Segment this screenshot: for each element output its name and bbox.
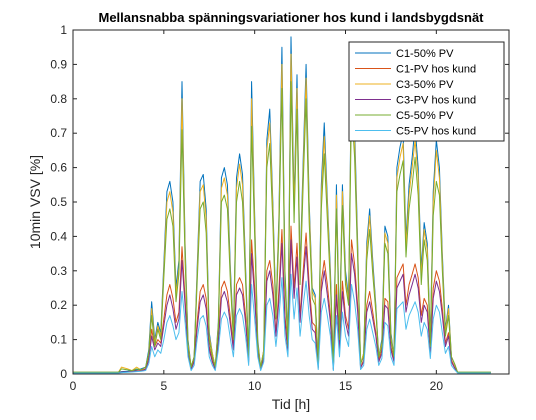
- y-tick-label: 0.5: [50, 195, 67, 209]
- series-layer: [73, 36, 491, 374]
- series-line-4: [73, 239, 491, 374]
- x-tick-label: 5: [160, 379, 167, 393]
- y-tick-label: 0.4: [50, 229, 67, 243]
- legend-label-1: C1-50% PV: [396, 48, 454, 60]
- chart-title: Mellansnabba spänningsvariationer hos ku…: [98, 10, 484, 25]
- y-tick-label: 0.6: [50, 161, 67, 175]
- legend-label-3: C3-50% PV: [396, 79, 454, 91]
- legend-label-5: C5-50% PV: [396, 110, 454, 122]
- x-tick-label: 10: [248, 379, 262, 393]
- x-tick-label: 20: [430, 379, 444, 393]
- legend-box: [348, 41, 505, 142]
- legend: C1-50% PV C1-PV hos kund C3-50% PV C3-PV ho…: [348, 41, 505, 142]
- y-tick-label: 1: [60, 23, 67, 37]
- y-tick-label: 0.2: [50, 298, 67, 312]
- series-line-5: [73, 81, 491, 373]
- y-tick-label: 0.9: [50, 57, 67, 71]
- legend-label-4: C3-PV hos kund: [396, 95, 476, 107]
- tick-layer: 0 5 10 15 20 0 0.1 0.2 0.3 0.4 0.5 0.6 0.7 0.8 0.9 1: [50, 23, 509, 393]
- y-axis-label: 10min VSV [%]: [27, 155, 43, 249]
- y-tick-label: 0.7: [50, 126, 67, 140]
- legend-label-2: C1-PV hos kund: [396, 64, 476, 76]
- x-axis-label: Tid [h]: [272, 396, 310, 412]
- y-tick-label: 0.8: [50, 92, 67, 106]
- x-tick-label: 15: [339, 379, 353, 393]
- y-tick-label: 0: [60, 367, 67, 381]
- y-tick-label: 0.3: [50, 264, 67, 278]
- x-tick-label: 0: [70, 379, 77, 393]
- series-line-6: [73, 273, 491, 374]
- series-line-2: [73, 225, 491, 374]
- y-tick-label: 0.1: [50, 333, 67, 347]
- legend-label-6: C5-PV hos kund: [396, 126, 476, 138]
